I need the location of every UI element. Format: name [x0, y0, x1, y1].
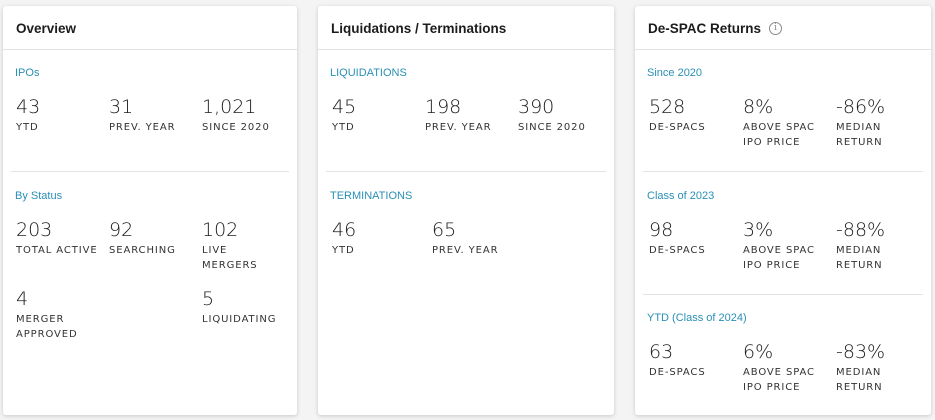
class-2023-median-return-stat: -88% MEDIAN RETURN	[836, 219, 906, 273]
ytd-2024-despacs-stat: 63 DE-SPACS	[649, 341, 741, 380]
stat-value: 92	[109, 219, 134, 241]
stat-value: 198	[425, 96, 462, 118]
section-divider	[11, 171, 289, 172]
stat-label: SEARCHING	[109, 245, 176, 256]
stat-value: -86%	[836, 96, 886, 118]
stat-label: SINCE 2020	[518, 122, 586, 133]
ytd-2024-section-title: YTD (Class of 2024)	[647, 312, 747, 324]
stat-label: MEDIAN RETURN	[836, 245, 883, 271]
liquidations-section-title: LIQUIDATIONS	[330, 67, 407, 79]
stat-label: MEDIAN RETURN	[836, 367, 883, 393]
stat-value: 102	[202, 219, 239, 241]
section-divider	[326, 171, 606, 172]
liquidations-card: Liquidations / Terminations LIQUIDATIONS…	[318, 6, 614, 415]
section-divider	[643, 171, 923, 172]
liquidations-card-title: Liquidations / Terminations	[318, 6, 614, 50]
stat-value: 43	[16, 96, 41, 118]
class-2023-above-ipo-stat: 3% ABOVE SPAC IPO PRICE	[743, 219, 827, 273]
liq-ytd-stat: 45 YTD	[332, 96, 424, 135]
despac-card-header: De-SPAC Returns i	[635, 6, 931, 50]
stat-label: TOTAL ACTIVE	[16, 245, 98, 256]
stat-value: 390	[518, 96, 555, 118]
stat-label: DE-SPACS	[649, 367, 706, 378]
merger-approved-stat: 4 MERGER APPROVED	[16, 288, 96, 342]
despac-returns-card: De-SPAC Returns i Since 2020 528 DE-SPAC…	[635, 6, 931, 415]
ipos-section-title: IPOs	[15, 67, 40, 79]
stat-label: PREV. YEAR	[109, 122, 176, 133]
since-2020-section-title: Since 2020	[647, 67, 703, 79]
liq-prev-year-stat: 198 PREV. YEAR	[425, 96, 517, 135]
class-2023-section-title: Class of 2023	[647, 190, 715, 202]
ipos-ytd-stat: 43 YTD	[16, 96, 108, 135]
stat-label: SINCE 2020	[202, 122, 270, 133]
ytd-2024-above-ipo-stat: 6% ABOVE SPAC IPO PRICE	[743, 341, 827, 395]
stat-label: ABOVE SPAC IPO PRICE	[743, 122, 815, 148]
by-status-section-title: By Status	[15, 190, 63, 202]
liq-since-2020-stat: 390 SINCE 2020	[518, 96, 610, 135]
overview-card: Overview IPOs 43 YTD 31 PREV. YEAR 1,021…	[3, 6, 297, 415]
stat-label: MEDIAN RETURN	[836, 122, 883, 148]
stat-label: LIVE MERGERS	[202, 245, 258, 271]
stat-value: 6%	[743, 341, 774, 363]
stat-label: PREV. YEAR	[432, 245, 499, 256]
stat-label: YTD	[332, 122, 355, 133]
stat-value: 31	[109, 96, 134, 118]
liquidating-stat: 5 LIQUIDATING	[202, 288, 294, 327]
stat-value: 46	[332, 219, 357, 241]
stat-value: -83%	[836, 341, 886, 363]
stat-value: 65	[432, 219, 457, 241]
ytd-2024-median-return-stat: -83% MEDIAN RETURN	[836, 341, 906, 395]
stat-value: 5	[202, 288, 215, 310]
stat-value: -88%	[836, 219, 886, 241]
stat-label: PREV. YEAR	[425, 122, 492, 133]
class-2023-despacs-stat: 98 DE-SPACS	[649, 219, 741, 258]
term-ytd-stat: 46 YTD	[332, 219, 424, 258]
since-2020-above-ipo-stat: 8% ABOVE SPAC IPO PRICE	[743, 96, 827, 150]
stat-value: 98	[649, 219, 674, 241]
stat-label: MERGER APPROVED	[16, 314, 78, 340]
terminations-section-title: TERMINATIONS	[330, 190, 413, 202]
stat-value: 63	[649, 341, 674, 363]
stat-label: YTD	[16, 122, 39, 133]
stat-label: YTD	[332, 245, 355, 256]
ipos-prev-year-stat: 31 PREV. YEAR	[109, 96, 201, 135]
since-2020-despacs-stat: 528 DE-SPACS	[649, 96, 741, 135]
section-divider	[643, 294, 923, 295]
total-active-stat: 203 TOTAL ACTIVE	[16, 219, 108, 258]
stat-label: DE-SPACS	[649, 245, 706, 256]
stat-label: DE-SPACS	[649, 122, 706, 133]
stat-value: 1,021	[202, 96, 257, 118]
stat-value: 45	[332, 96, 357, 118]
info-icon[interactable]: i	[769, 22, 783, 35]
despac-card-title: De-SPAC Returns	[648, 21, 762, 36]
term-prev-year-stat: 65 PREV. YEAR	[432, 219, 524, 258]
stat-label: ABOVE SPAC IPO PRICE	[743, 245, 815, 271]
stat-value: 8%	[743, 96, 774, 118]
stat-label: LIQUIDATING	[202, 314, 277, 325]
stat-value: 203	[16, 219, 53, 241]
ipos-since-2020-stat: 1,021 SINCE 2020	[202, 96, 294, 135]
searching-stat: 92 SEARCHING	[109, 219, 201, 258]
stat-value: 528	[649, 96, 686, 118]
since-2020-median-return-stat: -86% MEDIAN RETURN	[836, 96, 906, 150]
overview-card-title: Overview	[3, 6, 297, 50]
live-mergers-stat: 102 LIVE MERGERS	[202, 219, 282, 273]
stat-label: ABOVE SPAC IPO PRICE	[743, 367, 815, 393]
stat-value: 4	[16, 288, 29, 310]
stat-value: 3%	[743, 219, 774, 241]
